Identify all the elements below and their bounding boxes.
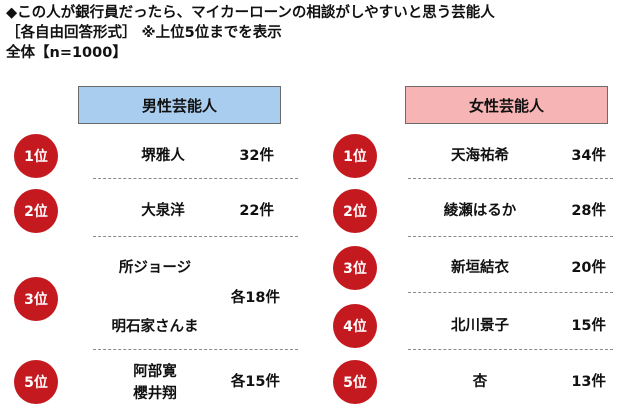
- female-name-4: 北川景子: [451, 318, 509, 334]
- male-name-5a: 阿部寛: [133, 364, 177, 380]
- female-rank-badge-5: 5位: [333, 360, 377, 404]
- male-rank-badge-2: 2位: [14, 189, 58, 233]
- male-name-1: 堺雅人: [141, 148, 185, 164]
- female-rank-badge-1: 1位: [333, 134, 377, 178]
- survey-title: ◆この人が銀行員だったら、マイカーローンの相談がしやすいと思う芸能人: [6, 5, 495, 21]
- male-count-3: 各18件: [230, 290, 280, 306]
- male-divider-2: [93, 236, 298, 237]
- female-divider-3: [408, 292, 613, 293]
- answer-format-note: ［各自由回答形式］ ※上位5位までを表示: [6, 25, 282, 41]
- female-name-1: 天海祐希: [451, 148, 509, 164]
- male-name-2: 大泉洋: [141, 203, 185, 219]
- female-name-2: 綾瀬はるか: [443, 203, 517, 219]
- female-divider-2: [408, 236, 613, 237]
- female-count-4: 15件: [571, 318, 606, 334]
- male-name-5b: 櫻井翔: [133, 386, 177, 402]
- male-rank-badge-1: 1位: [14, 134, 58, 178]
- female-count-2: 28件: [571, 203, 606, 219]
- male-column-heading: 男性芸能人: [78, 86, 281, 124]
- female-divider-4: [408, 349, 613, 350]
- male-divider-3: [93, 349, 298, 350]
- male-rank-badge-3: 3位: [14, 277, 58, 321]
- female-count-1: 34件: [571, 148, 606, 164]
- female-rank-badge-4: 4位: [333, 304, 377, 348]
- sample-size: 全体【n=1000】: [6, 45, 127, 61]
- male-count-2: 22件: [239, 203, 274, 219]
- female-column-heading: 女性芸能人: [405, 86, 608, 124]
- male-count-5: 各15件: [230, 374, 280, 390]
- female-divider-1: [408, 178, 613, 179]
- male-rank-badge-5: 5位: [14, 360, 58, 404]
- female-count-5: 13件: [571, 374, 606, 390]
- female-name-3: 新垣結衣: [451, 260, 509, 276]
- male-divider-1: [93, 178, 298, 179]
- female-rank-badge-3: 3位: [333, 246, 377, 290]
- female-name-5: 杏: [472, 374, 488, 390]
- female-rank-badge-2: 2位: [333, 189, 377, 233]
- male-name-3a: 所ジョージ: [118, 260, 192, 276]
- male-count-1: 32件: [239, 148, 274, 164]
- male-name-3b: 明石家さんま: [111, 319, 199, 335]
- female-count-3: 20件: [571, 260, 606, 276]
